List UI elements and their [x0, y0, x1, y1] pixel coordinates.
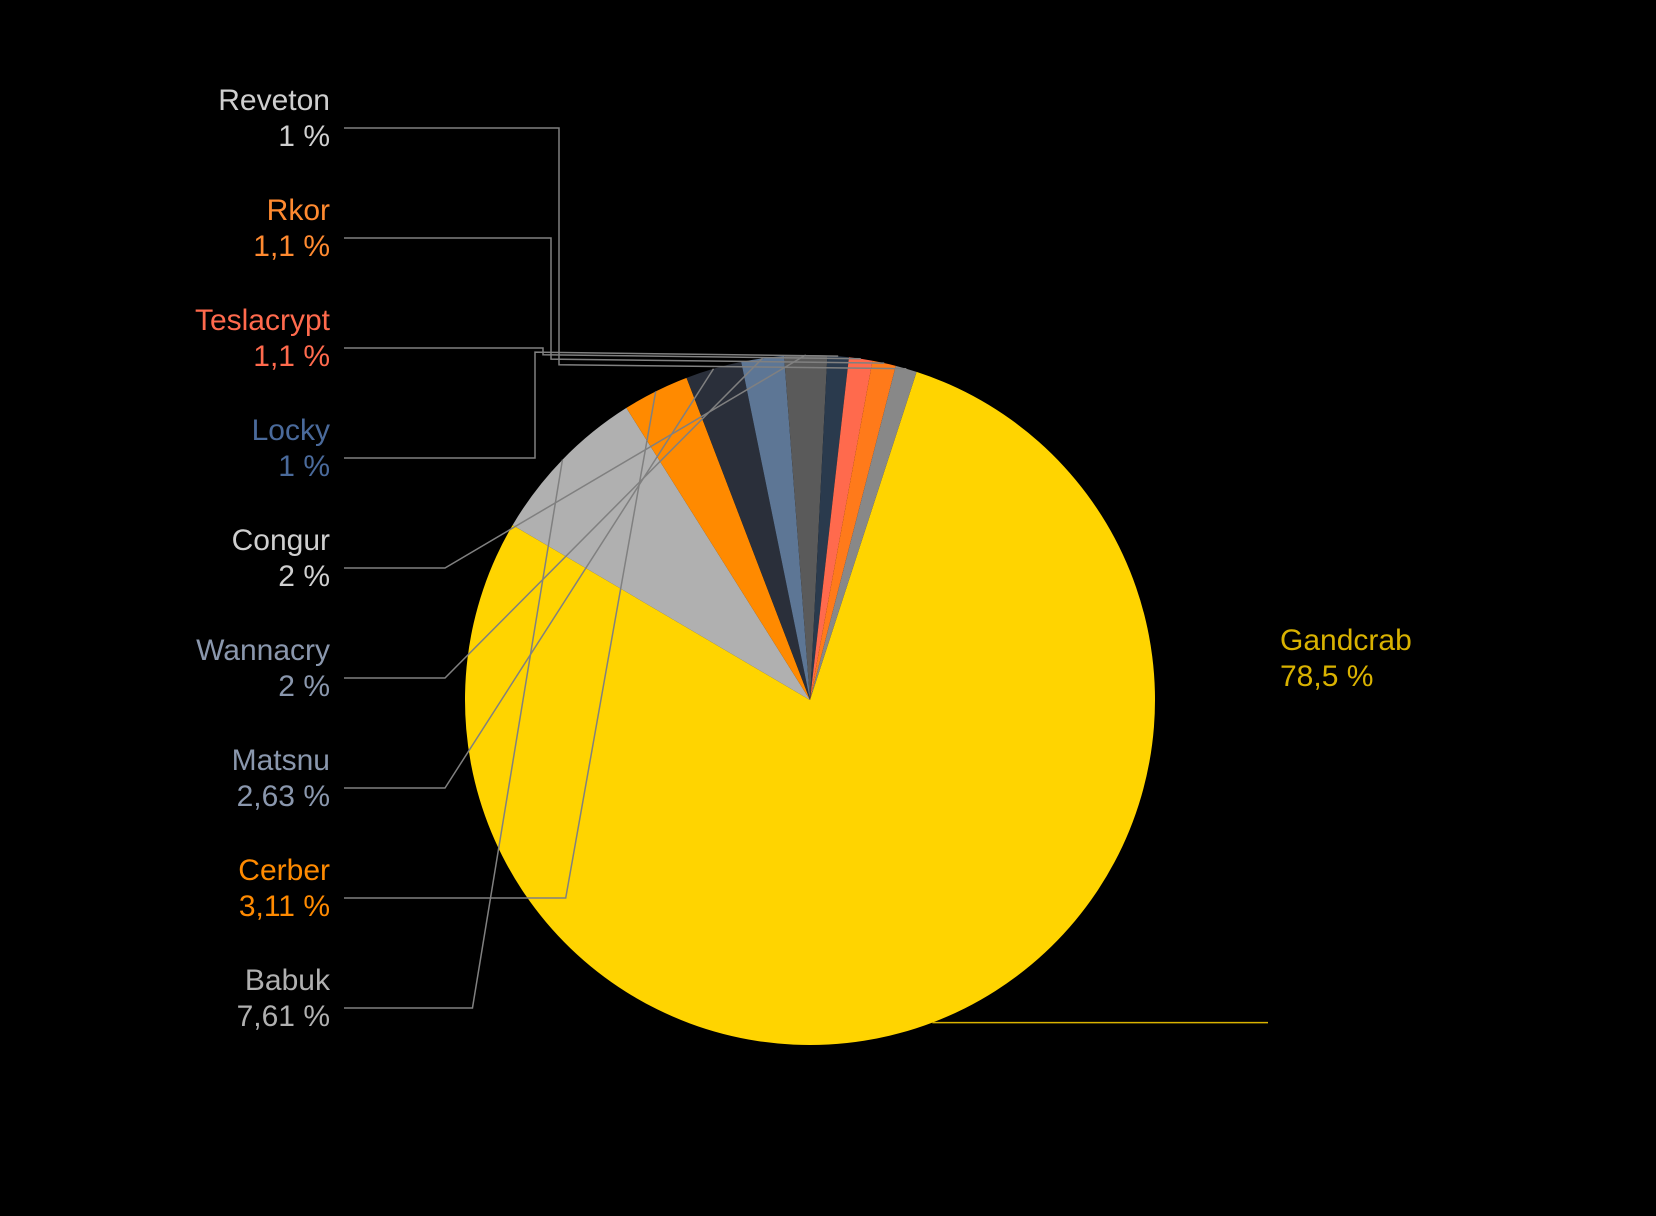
- slice-label-percent: 2 %: [278, 670, 330, 703]
- slice-label-percent: 2,63 %: [237, 780, 330, 813]
- slice-label-name: Reveton: [218, 84, 330, 117]
- slice-label-percent: 1,1 %: [253, 340, 330, 373]
- slice-label-percent: 78,5 %: [1280, 660, 1373, 693]
- pie-chart: Gandcrab78,5 %Reveton1 %Rkor1,1 %Teslacr…: [0, 0, 1656, 1216]
- slice-label-percent: 3,11 %: [239, 890, 330, 923]
- slice-label-name: Teslacrypt: [195, 304, 331, 337]
- slice-label-name: Cerber: [238, 854, 330, 887]
- slice-label-percent: 2 %: [278, 560, 330, 593]
- slice-label-name: Rkor: [267, 194, 330, 227]
- slice-label-name: Matsnu: [232, 744, 330, 777]
- slice-label-percent: 1 %: [278, 450, 330, 483]
- slice-label-percent: 1 %: [278, 120, 330, 153]
- slice-label-percent: 1,1 %: [253, 230, 330, 263]
- slice-label-percent: 7,61 %: [237, 1000, 330, 1033]
- slice-label-name: Congur: [232, 524, 330, 557]
- slice-label-name: Gandcrab: [1280, 624, 1412, 657]
- slice-label-name: Wannacry: [196, 634, 330, 667]
- slice-label-name: Babuk: [245, 964, 331, 997]
- slice-label-name: Locky: [252, 414, 330, 447]
